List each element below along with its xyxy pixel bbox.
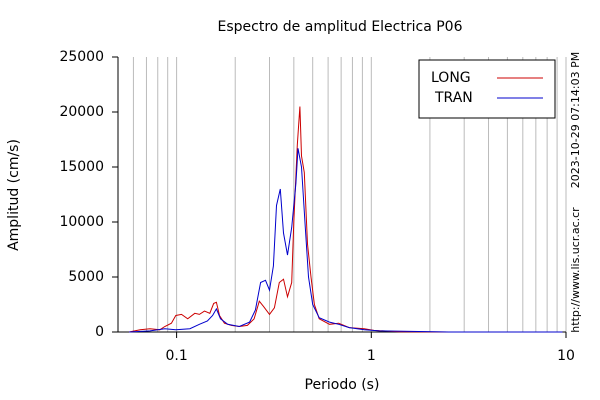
x-tick-label: 1	[367, 348, 376, 364]
y-tick-label: 10000	[59, 214, 104, 230]
y-axis-label: Amplitud (cm/s)	[6, 139, 22, 251]
x-axis-label: Periodo (s)	[305, 377, 380, 393]
chart-title: Espectro de amplitud Electrica P06	[218, 19, 463, 35]
y-tick-label: 15000	[59, 159, 104, 175]
legend-label: LONG	[431, 70, 471, 86]
y-tick-label: 20000	[59, 104, 104, 120]
y-tick-label: 5000	[68, 269, 104, 285]
legend-label: TRAN	[434, 90, 473, 106]
y-tick-label: 0	[95, 324, 104, 340]
timestamp: 2023-10-29 07:14:03 PM	[569, 52, 582, 188]
y-tick-label: 25000	[59, 49, 104, 65]
website: http://www.lis.ucr.ac.cr	[569, 207, 582, 333]
x-tick-label: 0.1	[165, 348, 187, 364]
x-tick-label: 10	[557, 348, 575, 364]
legend-box	[418, 59, 556, 119]
series-line	[129, 148, 563, 333]
series-line	[129, 106, 563, 333]
